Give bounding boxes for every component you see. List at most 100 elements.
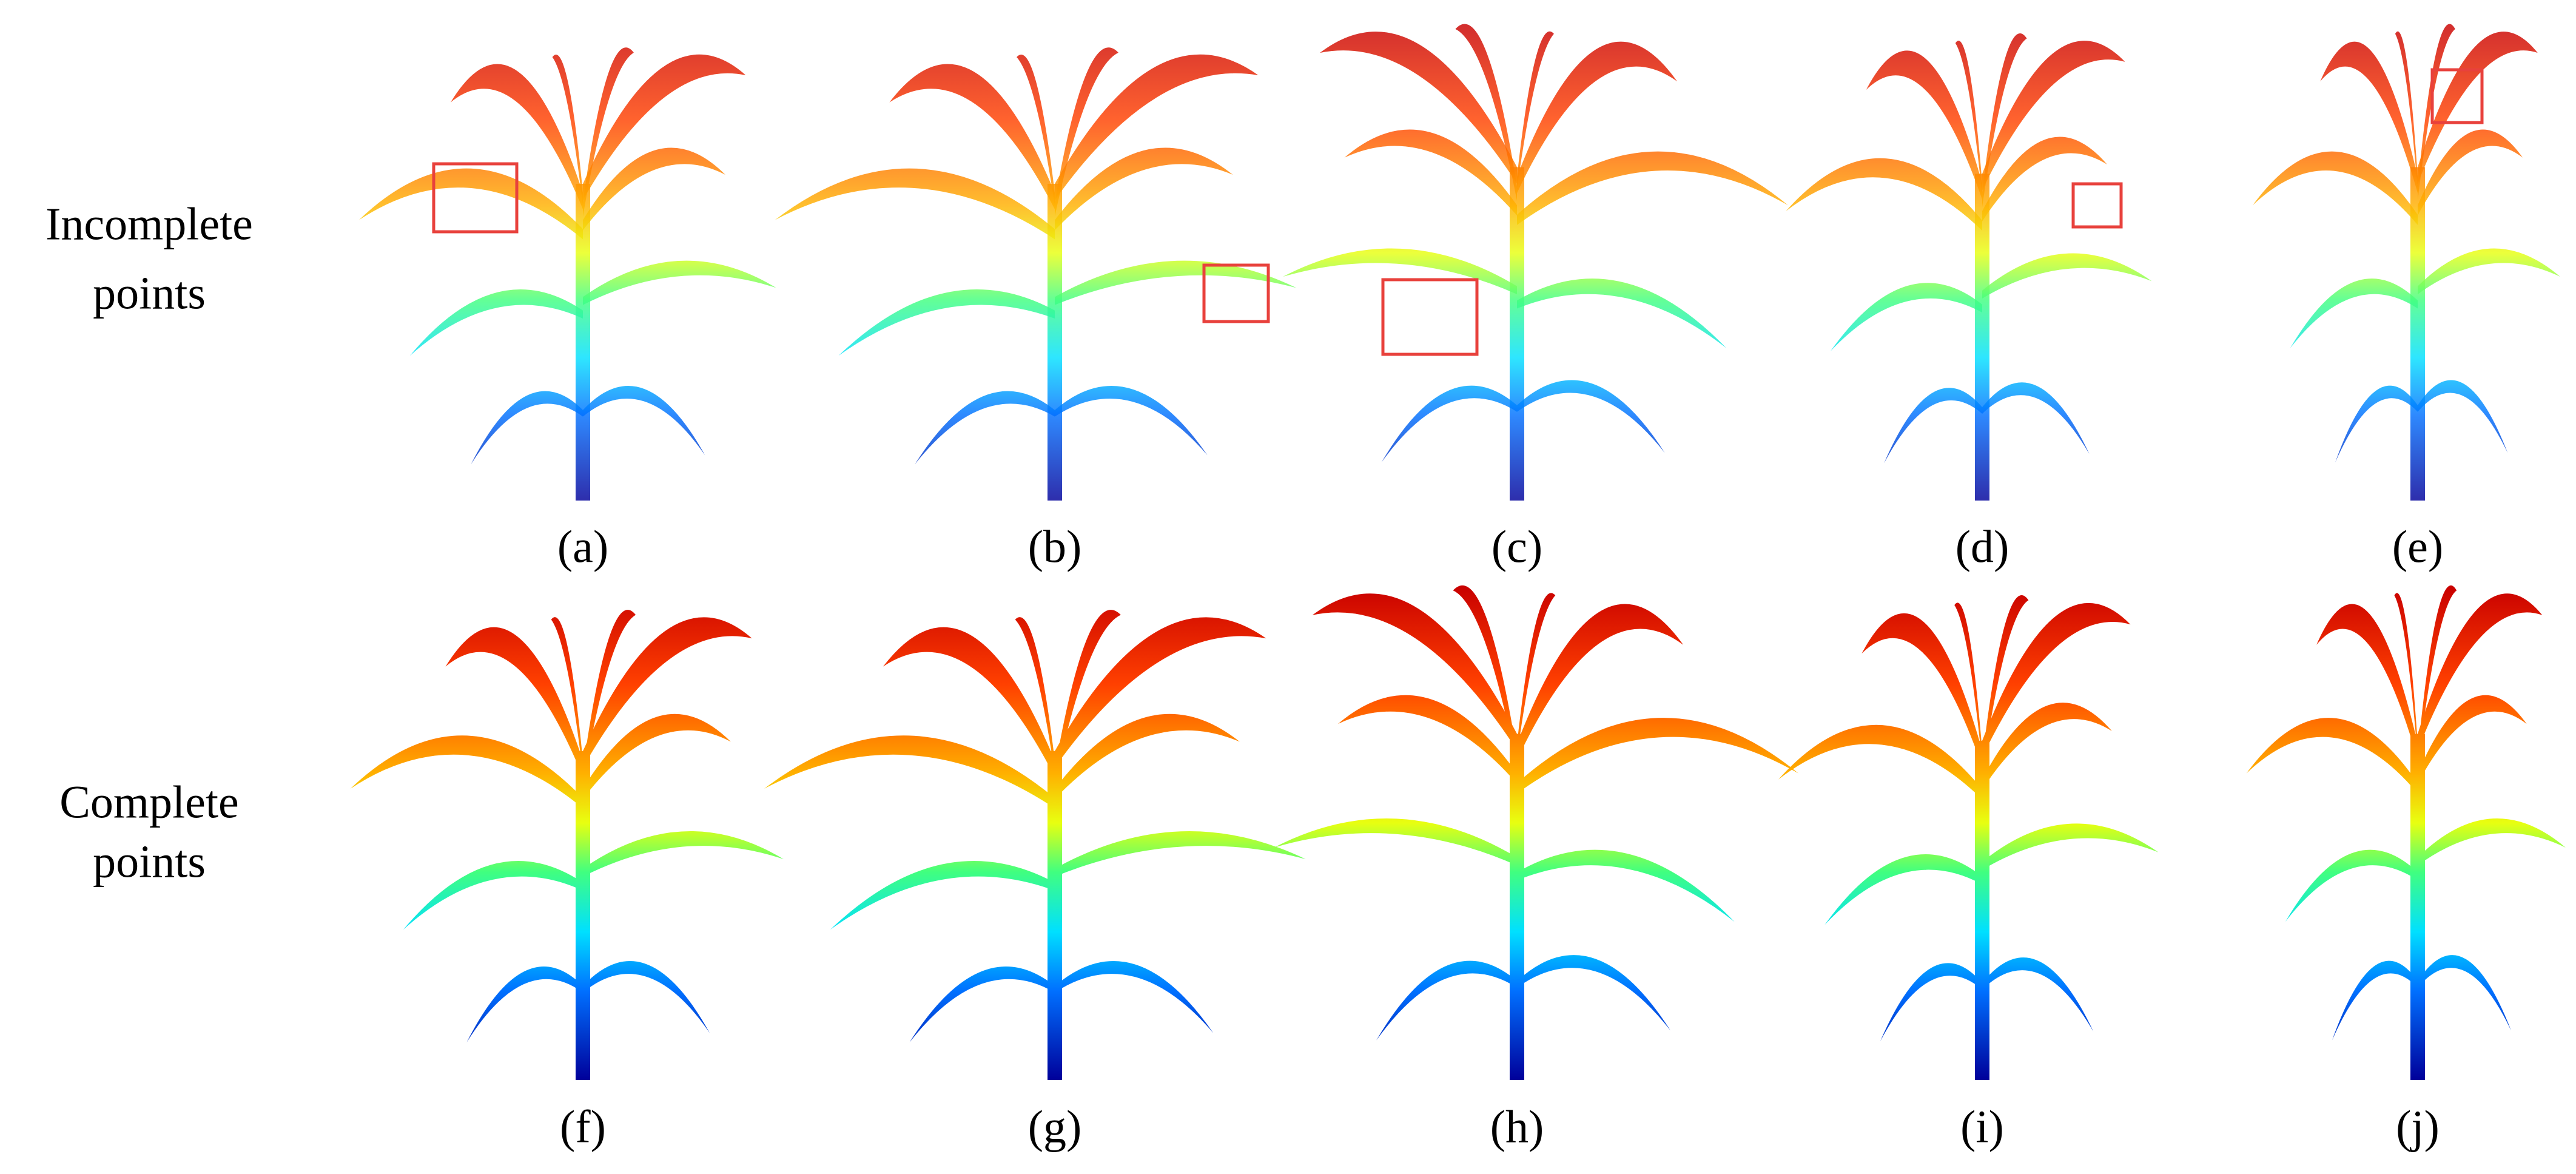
highlight-box xyxy=(1202,263,1270,323)
plant xyxy=(1274,585,1798,1080)
leaf xyxy=(2290,278,2418,348)
highlight-box xyxy=(2430,68,2484,124)
leaf xyxy=(2418,955,2512,1031)
leaf xyxy=(1982,703,2112,790)
leaf xyxy=(1778,724,1982,800)
leaf xyxy=(583,47,634,217)
leaf xyxy=(2332,960,2418,1041)
plant xyxy=(350,610,784,1080)
row-label: Complete xyxy=(59,777,239,828)
leaf xyxy=(775,168,1055,240)
leaf xyxy=(358,168,583,240)
leaf xyxy=(1337,695,1517,784)
missing-region-boxes xyxy=(432,68,2484,356)
panel-label: (a) xyxy=(557,521,608,572)
leaf xyxy=(1517,604,1684,760)
leaf xyxy=(1015,617,1055,774)
leaf xyxy=(1517,41,1678,194)
panel-label: (d) xyxy=(1956,521,2009,572)
plant xyxy=(1778,595,2159,1080)
leaf xyxy=(403,861,583,930)
leaf xyxy=(1055,260,1297,305)
leaf xyxy=(1517,955,1671,1031)
leaf xyxy=(2335,385,2418,463)
leaf xyxy=(2252,151,2418,225)
leaf xyxy=(2320,41,2418,194)
leaf xyxy=(1866,50,1982,200)
plant xyxy=(2246,585,2566,1080)
leaf xyxy=(1982,33,2027,207)
leaf xyxy=(583,617,752,768)
leaf xyxy=(1376,960,1517,1041)
row-label: points xyxy=(93,268,206,319)
leaf xyxy=(471,391,583,465)
leaf xyxy=(1055,54,1259,200)
leaf xyxy=(583,714,731,799)
panel-label: (c) xyxy=(1491,521,1542,572)
leaf xyxy=(1982,602,2131,757)
leaf xyxy=(1453,585,1517,769)
panel-label: (j) xyxy=(2396,1101,2440,1152)
leaf xyxy=(1786,158,1982,231)
leaf xyxy=(1830,283,1982,351)
leaf xyxy=(1955,41,1982,196)
row-label: points xyxy=(93,836,206,887)
plant xyxy=(2252,24,2560,501)
panel-label: (g) xyxy=(1028,1101,1082,1152)
plant xyxy=(1283,24,1788,501)
leaf xyxy=(1055,831,1306,877)
leaf xyxy=(2418,585,2457,769)
panel-label: (e) xyxy=(2392,521,2443,572)
row-label: Incomplete xyxy=(45,198,253,249)
plant xyxy=(764,610,1306,1080)
leaf xyxy=(2418,818,2566,866)
leaf xyxy=(838,289,1055,356)
leaf xyxy=(2418,129,2523,216)
leaf xyxy=(889,64,1055,209)
leaf xyxy=(1283,248,1517,294)
leaf xyxy=(2418,248,2560,294)
leaf xyxy=(1982,382,2090,454)
leaf xyxy=(1517,718,1798,794)
leaf xyxy=(2418,24,2455,201)
leaf xyxy=(1274,818,1517,866)
highlight-box xyxy=(432,162,519,234)
leaf xyxy=(1884,388,1982,464)
leaf xyxy=(1982,823,2159,870)
highlight-box xyxy=(1381,278,1479,356)
leaf xyxy=(1982,595,2029,775)
leaf xyxy=(350,735,583,809)
leaf xyxy=(1517,380,1665,453)
leaf xyxy=(583,54,746,200)
leaf xyxy=(445,627,583,777)
leaf xyxy=(2418,695,2527,784)
leaf xyxy=(1982,41,2125,191)
leaf xyxy=(2418,380,2508,453)
leaf xyxy=(1880,963,1982,1042)
leaf xyxy=(583,385,705,456)
leaf xyxy=(1824,854,1982,925)
leaf xyxy=(1517,31,1554,190)
leaf xyxy=(2316,604,2418,760)
leaf xyxy=(1312,593,1517,751)
leaf xyxy=(1982,253,2152,299)
leaf xyxy=(2418,593,2543,751)
leaf xyxy=(1954,602,1982,763)
leaf xyxy=(1055,714,1240,799)
panel-label: (f) xyxy=(560,1101,606,1152)
leaf xyxy=(830,861,1055,930)
leaf xyxy=(2246,718,2418,794)
panel-label: (b) xyxy=(1028,521,1082,572)
leaf xyxy=(409,289,583,356)
panel-label: (h) xyxy=(1490,1101,1544,1152)
leaf xyxy=(1517,278,1727,348)
leaf xyxy=(1055,610,1121,784)
leaf xyxy=(909,967,1055,1043)
leaf xyxy=(1055,961,1214,1033)
highlight-box xyxy=(2071,182,2123,229)
leaf xyxy=(1344,129,1517,216)
labels: Incomplete points Complete points (a) (b) (c) (… xyxy=(45,198,2443,1152)
leaf xyxy=(1381,385,1517,463)
point-clouds xyxy=(350,24,2566,1080)
